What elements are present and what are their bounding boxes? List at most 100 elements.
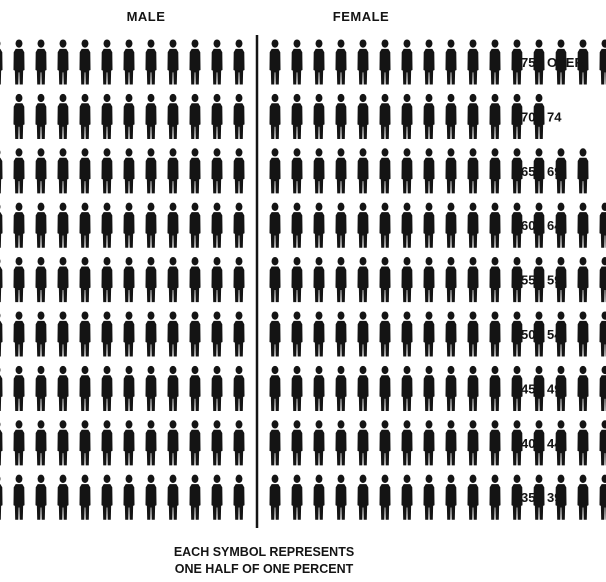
male-figure <box>145 93 157 139</box>
male-figure <box>35 257 47 303</box>
male-figure <box>211 311 223 357</box>
female-figure <box>379 148 391 194</box>
female-figure <box>313 93 325 139</box>
male-figure <box>13 202 25 248</box>
male-figure <box>0 420 3 466</box>
male-figure <box>233 365 245 411</box>
female-figure <box>599 420 606 466</box>
female-figure <box>357 365 369 411</box>
age-row-50-54: 50 - 54 <box>0 311 606 357</box>
female-figure <box>313 365 325 411</box>
male-figure <box>211 420 223 466</box>
female-figure <box>357 148 369 194</box>
female-figure <box>313 202 325 248</box>
female-figure <box>467 148 479 194</box>
female-figure <box>291 148 303 194</box>
male-figure <box>189 420 201 466</box>
female-figure <box>313 148 325 194</box>
age-row-45-49: 45 - 49 <box>0 365 606 411</box>
female-figure <box>489 39 501 85</box>
male-figure <box>145 257 157 303</box>
male-figure <box>101 148 113 194</box>
male-figure <box>123 420 135 466</box>
male-figure <box>13 93 25 139</box>
female-figure <box>467 474 479 520</box>
male-figure <box>101 93 113 139</box>
male-figure <box>57 420 69 466</box>
male-figure <box>123 148 135 194</box>
female-figure <box>291 257 303 303</box>
male-figure <box>101 420 113 466</box>
age-row-40-44: 40 - 44 <box>0 420 606 466</box>
male-figure <box>123 311 135 357</box>
age-row-60-64: 60 - 64 <box>0 202 606 248</box>
male-figure <box>79 148 91 194</box>
female-figure <box>269 420 281 466</box>
female-figure <box>313 311 325 357</box>
female-figure <box>401 420 413 466</box>
male-figure <box>211 257 223 303</box>
male-figure <box>145 148 157 194</box>
female-figure <box>291 39 303 85</box>
female-header: FEMALE <box>333 9 389 24</box>
male-figure <box>233 257 245 303</box>
male-figure <box>79 474 91 520</box>
female-figure <box>357 257 369 303</box>
female-figure <box>445 39 457 85</box>
male-figure <box>79 365 91 411</box>
male-figure <box>13 39 25 85</box>
female-figure <box>379 93 391 139</box>
female-figure <box>467 257 479 303</box>
male-figure <box>123 257 135 303</box>
female-figure <box>379 365 391 411</box>
male-figure <box>167 148 179 194</box>
female-figure <box>467 39 479 85</box>
female-figure <box>357 474 369 520</box>
female-figure <box>291 365 303 411</box>
female-figure <box>401 474 413 520</box>
male-figure <box>35 311 47 357</box>
female-figure <box>489 420 501 466</box>
female-figure <box>445 474 457 520</box>
male-figure <box>79 420 91 466</box>
male-figure <box>189 311 201 357</box>
male-figure <box>233 420 245 466</box>
female-figure <box>335 474 347 520</box>
female-figure <box>291 93 303 139</box>
male-figure <box>79 311 91 357</box>
female-figure <box>401 148 413 194</box>
male-figure <box>167 39 179 85</box>
female-figure <box>445 148 457 194</box>
male-figure <box>123 93 135 139</box>
male-figure <box>101 311 113 357</box>
male-figure <box>0 202 3 248</box>
female-figure <box>599 257 606 303</box>
age-label: 35 - 39 <box>521 490 561 505</box>
female-figure <box>577 474 589 520</box>
male-figure <box>189 39 201 85</box>
female-figure <box>335 39 347 85</box>
male-figure <box>13 420 25 466</box>
male-figure <box>167 365 179 411</box>
male-figure <box>57 202 69 248</box>
female-figure <box>423 148 435 194</box>
female-figure <box>577 202 589 248</box>
female-figure <box>445 257 457 303</box>
female-figure <box>357 202 369 248</box>
male-figure <box>233 474 245 520</box>
male-figure <box>101 39 113 85</box>
female-figure <box>423 257 435 303</box>
female-figure <box>599 202 606 248</box>
female-figure <box>577 365 589 411</box>
male-figure <box>145 202 157 248</box>
female-figure <box>599 365 606 411</box>
male-figure <box>167 93 179 139</box>
female-figure <box>423 39 435 85</box>
male-figure <box>123 474 135 520</box>
male-figure <box>167 420 179 466</box>
male-figure <box>145 474 157 520</box>
female-figure <box>401 202 413 248</box>
female-figure <box>423 202 435 248</box>
female-figure <box>423 474 435 520</box>
age-label: 50 - 54 <box>521 327 562 342</box>
